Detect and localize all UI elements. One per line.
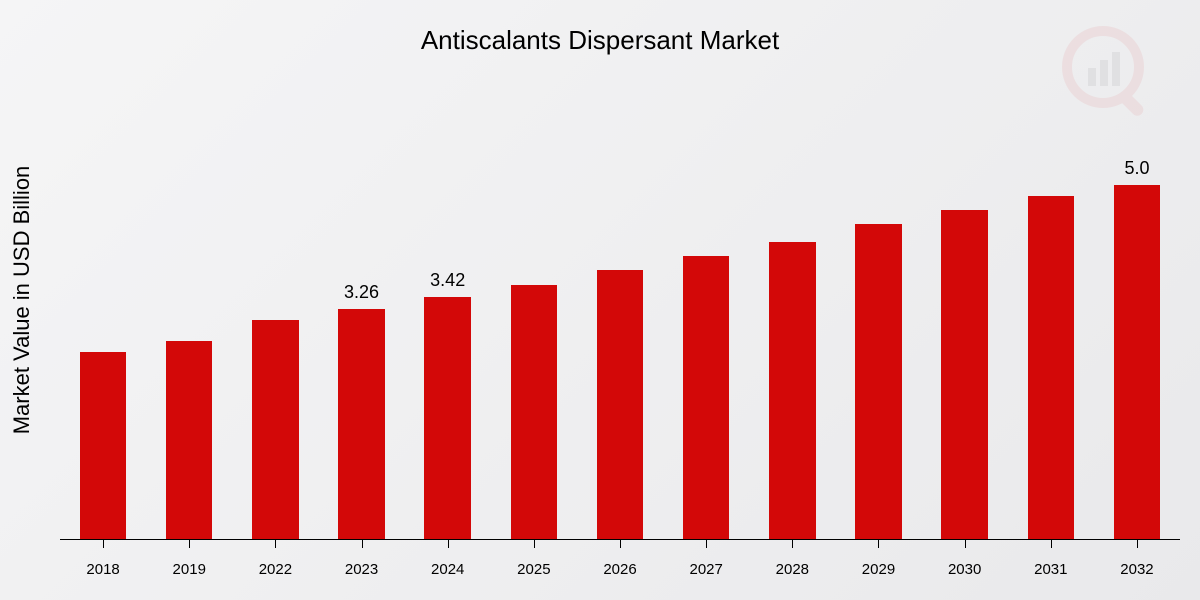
x-axis-tick bbox=[620, 540, 621, 548]
x-axis-tick bbox=[275, 540, 276, 548]
bar-slot: 5.0 bbox=[1094, 100, 1180, 540]
bar-slot bbox=[577, 100, 663, 540]
x-axis-category: 2024 bbox=[405, 561, 491, 578]
bar-slot bbox=[60, 100, 146, 540]
plot-area: 3.263.42 5.0 bbox=[60, 100, 1180, 540]
x-axis-category: 2027 bbox=[663, 561, 749, 578]
x-axis-tick bbox=[534, 540, 535, 548]
chart-canvas: Antiscalants Dispersant Market Market Va… bbox=[0, 0, 1200, 600]
x-axis-tick bbox=[1051, 540, 1052, 548]
x-axis-tick bbox=[448, 540, 449, 548]
bar-slot bbox=[922, 100, 1008, 540]
x-axis-category: 2018 bbox=[60, 561, 146, 578]
x-axis-category: 2031 bbox=[1008, 561, 1094, 578]
x-axis-category: 2029 bbox=[835, 561, 921, 578]
bar bbox=[1114, 185, 1161, 540]
bar-slot bbox=[491, 100, 577, 540]
x-axis-category: 2022 bbox=[232, 561, 318, 578]
x-axis-tick bbox=[1137, 540, 1138, 548]
x-axis-category: 2030 bbox=[922, 561, 1008, 578]
bars-container: 3.263.42 5.0 bbox=[60, 100, 1180, 540]
x-axis-tick bbox=[965, 540, 966, 548]
x-axis-tick bbox=[362, 540, 363, 548]
x-axis-category: 2028 bbox=[749, 561, 835, 578]
bar-value-label: 3.26 bbox=[318, 282, 404, 303]
bar bbox=[424, 297, 471, 540]
bar bbox=[855, 224, 902, 540]
bar bbox=[166, 341, 213, 540]
x-axis-tick bbox=[706, 540, 707, 548]
x-axis-category: 2032 bbox=[1094, 561, 1180, 578]
x-axis-labels: 2018201920222023202420252026202720282029… bbox=[60, 561, 1180, 578]
bar-slot: 3.26 bbox=[318, 100, 404, 540]
bar bbox=[252, 320, 299, 540]
bar-slot bbox=[146, 100, 232, 540]
x-axis-tick bbox=[878, 540, 879, 548]
bar bbox=[597, 270, 644, 540]
x-axis-tick bbox=[103, 540, 104, 548]
bar-value-label: 3.42 bbox=[405, 270, 491, 291]
x-axis-tick bbox=[792, 540, 793, 548]
bar-slot bbox=[232, 100, 318, 540]
x-axis-tick bbox=[189, 540, 190, 548]
y-axis-label: Market Value in USD Billion bbox=[9, 166, 35, 435]
bar-slot bbox=[1008, 100, 1094, 540]
x-axis-category: 2025 bbox=[491, 561, 577, 578]
bar-slot bbox=[663, 100, 749, 540]
x-axis-line bbox=[60, 539, 1180, 540]
bar-slot: 3.42 bbox=[405, 100, 491, 540]
bar-value-label: 5.0 bbox=[1094, 158, 1180, 179]
x-axis-category: 2026 bbox=[577, 561, 663, 578]
x-axis-category: 2023 bbox=[318, 561, 404, 578]
bar bbox=[338, 309, 385, 540]
x-axis-category: 2019 bbox=[146, 561, 232, 578]
bar bbox=[769, 242, 816, 540]
bar bbox=[1028, 196, 1075, 540]
bar bbox=[941, 210, 988, 540]
bar bbox=[80, 352, 127, 540]
bar bbox=[683, 256, 730, 540]
chart-title: Antiscalants Dispersant Market bbox=[0, 25, 1200, 56]
bar-slot bbox=[749, 100, 835, 540]
bar bbox=[511, 285, 558, 540]
bar-slot bbox=[835, 100, 921, 540]
